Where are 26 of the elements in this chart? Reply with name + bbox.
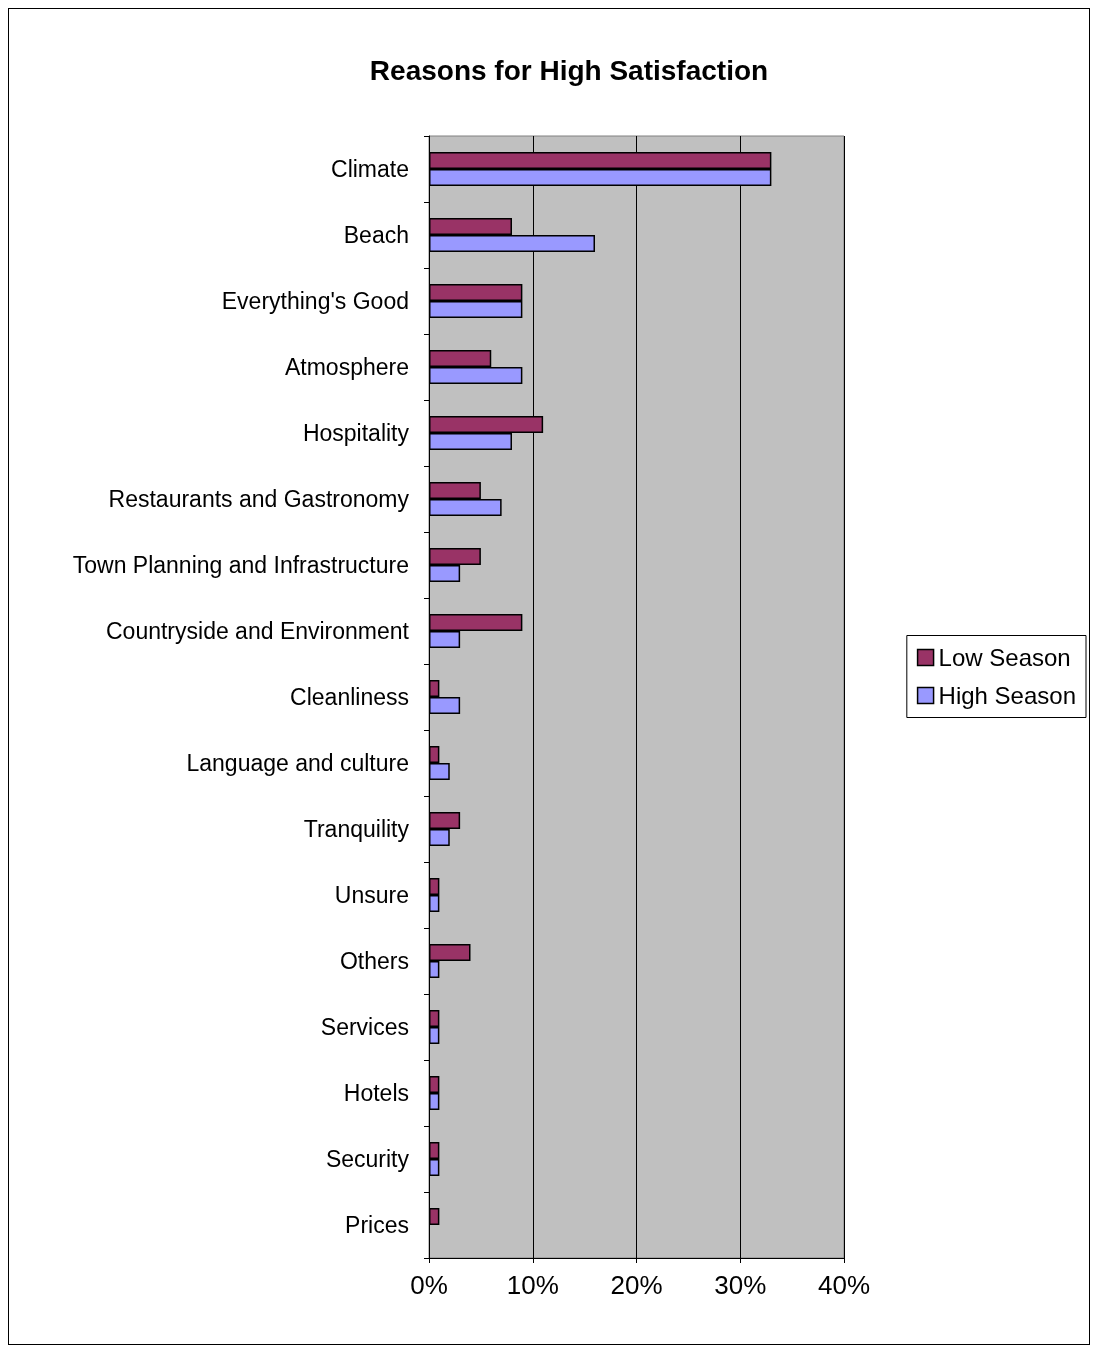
y-tick-label: Cleanliness: [290, 684, 409, 710]
y-tick-label: Climate: [331, 156, 409, 182]
y-tick-label: Language and culture: [186, 750, 409, 776]
y-tick-label: Security: [325, 1146, 410, 1172]
y-tick-label: Hotels: [343, 1080, 409, 1106]
y-tick-label: Services: [320, 1014, 409, 1040]
y-tick-label: Hospitality: [302, 420, 410, 446]
y-tick-label: Beach: [343, 222, 409, 248]
legend-label: High Season: [938, 682, 1077, 709]
y-tick-label: Tranquility: [303, 816, 410, 842]
y-tick-label: Unsure: [334, 882, 409, 908]
chart-title: Reasons for High Satisfaction: [369, 54, 769, 86]
y-tick-label: Atmosphere: [284, 354, 409, 380]
y-tick-label: Countryside and Environment: [106, 618, 410, 644]
x-tick-label: 0%: [410, 1270, 448, 1300]
x-tick-label: 20%: [610, 1270, 663, 1300]
x-tick-label: 10%: [506, 1270, 559, 1300]
legend-label: Low Season: [938, 644, 1071, 671]
y-tick-label: Restaurants and Gastronomy: [108, 486, 410, 512]
y-tick-label: Town Planning and Infrastructure: [72, 552, 409, 578]
y-tick-label: Prices: [345, 1212, 409, 1238]
x-tick-label: 30%: [714, 1270, 767, 1300]
bar: [429, 1208, 440, 1225]
y-tick-label: Others: [339, 948, 409, 974]
x-tick-label: 40%: [817, 1270, 871, 1300]
y-tick-label: Everything's Good: [221, 288, 409, 314]
